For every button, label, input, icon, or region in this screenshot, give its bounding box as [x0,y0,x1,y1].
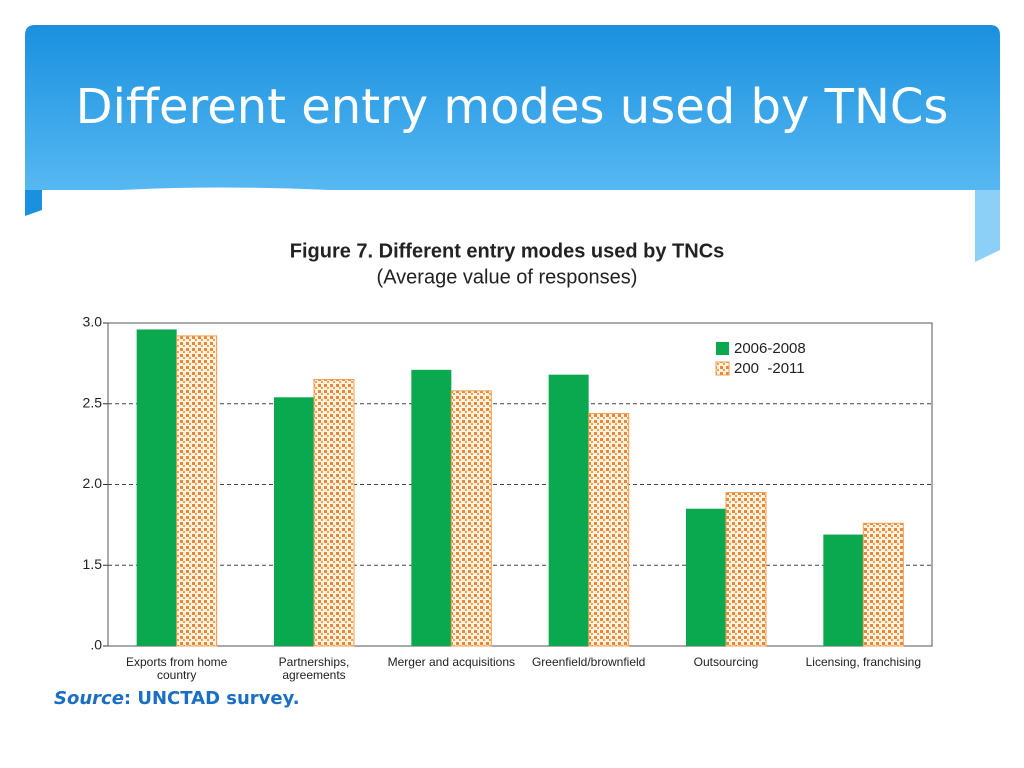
source-label: Source [54,688,124,709]
chart-subtitle: (Average value of responses) [377,266,638,288]
chart-title: Figure 7. Different entry modes used by … [290,240,725,262]
legend-swatch [715,361,730,376]
bar [686,508,726,646]
source: Source: UNCTAD survey. [54,688,300,709]
header-wave [42,187,400,196]
legend-label: 200 -2011 [734,360,805,377]
x-tick-label: Merger and acquisitions [387,655,516,669]
x-tick-label: Greenfield/brownfield [531,655,646,669]
bar [411,369,452,646]
x-tick-label: Exports from home country [125,655,228,682]
legend-label: 2006-2008 [734,340,806,357]
y-tick-label: 1.5 [83,556,103,572]
slide-title: Different entry modes used by TNCs [76,79,949,135]
bar [548,374,589,646]
y-tick-label: 2.0 [83,475,103,491]
header-decoration [25,190,42,216]
bar [725,492,767,647]
x-tick-label: Partnerships, agreements [278,655,350,682]
bar [136,329,177,646]
bar [450,390,492,647]
plot-frame [107,322,933,647]
x-tick-label: Outsourcing [693,655,759,669]
bar [862,522,904,647]
bar [176,335,218,647]
header-decoration [975,190,1000,262]
bar [313,379,355,647]
y-tick-label: .0 [90,637,102,653]
bar [823,534,864,646]
y-tick-label: 3.0 [83,314,103,330]
bar [274,397,314,646]
legend-swatch [716,342,729,355]
x-tick-label: Licensing, franchising [805,655,922,669]
source-text: : UNCTAD survey. [123,688,300,709]
bar [588,412,630,647]
header-band [25,25,1000,190]
y-tick-label: 2.5 [83,394,103,410]
